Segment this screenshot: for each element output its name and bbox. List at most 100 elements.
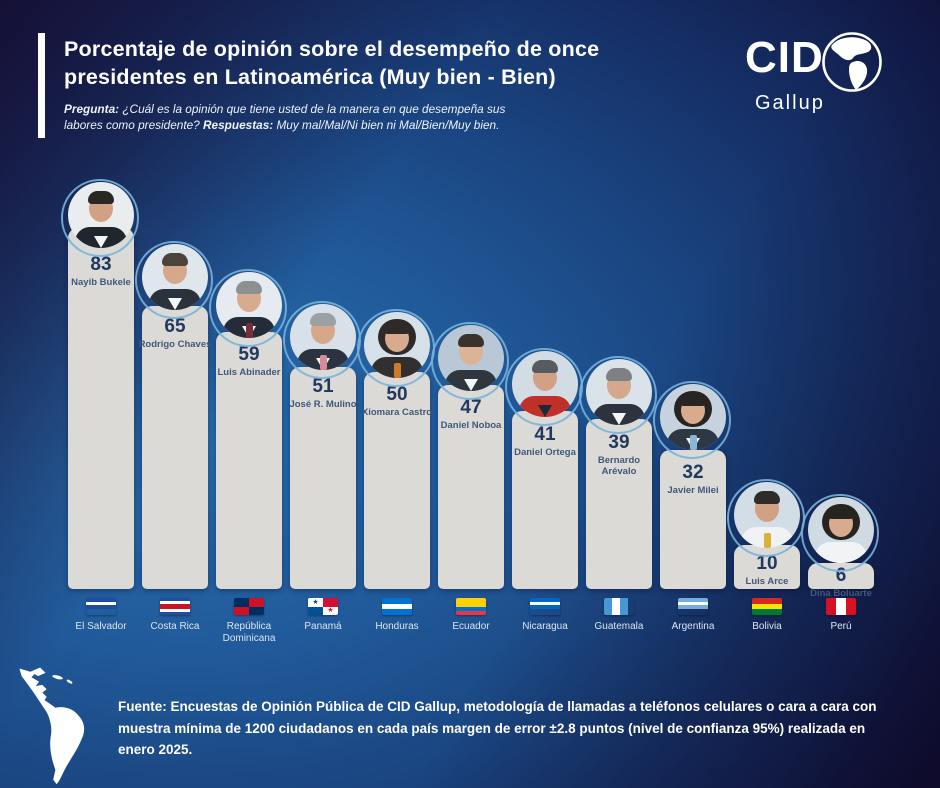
flag-stripe xyxy=(160,612,190,615)
hair xyxy=(384,321,410,334)
president-name: Daniel Noboa xyxy=(440,420,502,431)
question-label: Pregunta: xyxy=(64,102,120,116)
page-title: Porcentaje de opinión sobre el desempeño… xyxy=(64,37,600,89)
tie xyxy=(764,533,771,548)
flag-stripe xyxy=(160,598,190,601)
tie xyxy=(320,355,327,370)
tie xyxy=(690,435,697,450)
country-flag-icon xyxy=(604,598,634,615)
hair xyxy=(532,360,558,373)
bar-value: 59 xyxy=(238,344,260,365)
bar: 65 Rodrigo Chaves xyxy=(135,241,213,589)
country-label: Costa Rica xyxy=(150,621,200,632)
chart: 83 Nayib Bukele El Salvador 65 Rodrigo Chave… xyxy=(61,155,879,645)
bar-column: 47 Daniel Noboa Ecuador xyxy=(431,322,509,645)
flag-stripe xyxy=(86,598,116,602)
flag-stripe xyxy=(382,603,412,610)
bar-value: 65 xyxy=(164,316,186,337)
bar-column: 51 José R. Mulino ★ ★ Panamá xyxy=(283,301,361,645)
country-label: Bolivia xyxy=(752,621,782,632)
bar-value: 47 xyxy=(460,397,482,418)
bar-column: 41 Daniel Ortega Nicaragua xyxy=(505,348,583,645)
flag-quadrant xyxy=(234,606,249,615)
flag-stripe xyxy=(752,609,782,615)
country-label: Panamá xyxy=(304,621,342,632)
bar: 59 Luis Abinader xyxy=(209,269,287,589)
flag-quadrant xyxy=(249,598,264,607)
bar-value: 39 xyxy=(608,432,630,453)
flag-stripe xyxy=(752,598,782,604)
answers-label: Respuestas: xyxy=(203,117,274,132)
president-photo xyxy=(512,351,578,417)
answers-text: Muy mal/Mal/Ni bien ni Mal/Bien/Muy bien… xyxy=(273,117,500,132)
president-name: Nayib Bukele xyxy=(71,277,131,288)
hair xyxy=(458,334,484,347)
country-label: Perú xyxy=(830,621,852,632)
bar: 10 Luis Arce xyxy=(727,479,805,589)
bar-column: 6 Dina Boluarte Perú xyxy=(801,494,879,645)
flag-stripe xyxy=(678,601,708,606)
logo-cid-text: CID xyxy=(745,33,824,82)
president-photo xyxy=(142,244,208,310)
photo-ring xyxy=(135,241,213,319)
president-photo xyxy=(808,497,874,563)
president-photo xyxy=(438,325,504,391)
flag-stripe xyxy=(530,605,560,610)
country-flag-icon xyxy=(752,598,782,615)
flag-quadrant: ★ xyxy=(308,598,323,607)
country-label: República Dominicana xyxy=(222,621,276,644)
flag-star-icon: ★ xyxy=(312,598,319,606)
flag-stripe xyxy=(456,598,486,603)
flag-stripe xyxy=(456,606,486,611)
flag-stripe xyxy=(836,598,846,615)
flag-stripe xyxy=(456,602,486,607)
flag-quadrant: ★ xyxy=(323,606,338,615)
flag-stripe xyxy=(678,598,708,602)
bar: 50 Xiomara Castro xyxy=(357,309,435,589)
title-accent-bar xyxy=(38,33,45,138)
hair xyxy=(828,506,854,519)
bar-column: 59 Luis Abinader República Dominicana xyxy=(209,269,287,645)
source-text: Fuente: Encuestas de Opinión Pública de … xyxy=(118,699,877,757)
president-name: Xiomara Castro xyxy=(361,407,433,418)
president-photo xyxy=(68,182,134,248)
hair xyxy=(680,393,706,406)
photo-ring xyxy=(209,269,287,347)
country-label: Honduras xyxy=(375,621,419,632)
bar: 47 Daniel Noboa xyxy=(431,322,509,589)
flag-stripe xyxy=(678,605,708,610)
flag-stripe xyxy=(382,609,412,615)
flag-stripe xyxy=(160,600,190,604)
country-flag-icon xyxy=(382,598,412,615)
bar-value: 6 xyxy=(835,565,847,586)
flag-stripe xyxy=(752,603,782,610)
bar: 32 Javier Milei xyxy=(653,381,731,589)
tie xyxy=(394,363,401,378)
country-flag-icon: ★ ★ xyxy=(308,598,338,615)
bar: 39 Bernardo Arévalo xyxy=(579,356,657,589)
hair xyxy=(88,191,114,204)
president-name: José R. Mulino xyxy=(289,399,357,410)
photo-ring xyxy=(653,381,731,459)
flag-stripe xyxy=(160,603,190,607)
flag-quadrant xyxy=(249,606,264,615)
president-photo xyxy=(586,359,652,425)
flag-star-icon: ★ xyxy=(327,607,334,615)
country-flag-icon xyxy=(678,598,708,615)
bar-value: 50 xyxy=(386,384,408,405)
hair xyxy=(162,253,188,266)
photo-ring xyxy=(579,356,657,434)
country-flag-icon xyxy=(86,598,116,615)
country-flag-icon xyxy=(456,598,486,615)
bar-column: 65 Rodrigo Chaves Costa Rica xyxy=(135,241,213,645)
tie xyxy=(246,323,253,338)
globe-americas-icon xyxy=(821,32,882,92)
bar-value: 41 xyxy=(534,424,556,445)
president-name: Luis Arce xyxy=(745,576,789,587)
country-flag-icon xyxy=(530,598,560,615)
hair xyxy=(754,491,780,504)
country-flag-icon xyxy=(234,598,264,615)
president-name: Luis Abinader xyxy=(217,367,281,378)
flag-stripe xyxy=(86,605,116,610)
